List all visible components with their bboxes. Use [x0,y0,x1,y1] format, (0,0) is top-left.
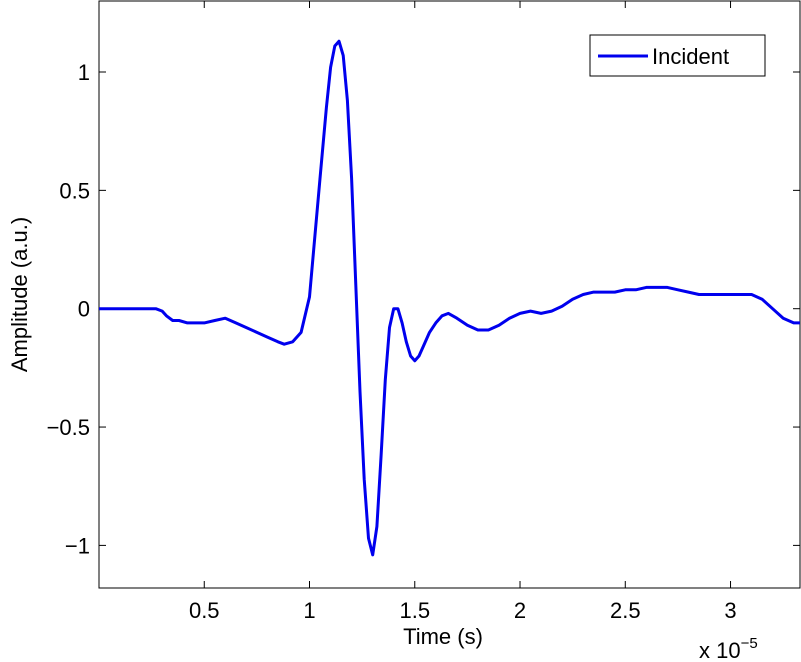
plot-area [98,0,801,589]
x-tick-label: 0.5 [189,598,220,623]
x-tick-label: 2 [514,598,526,623]
legend-label-incident: Incident [652,44,729,69]
legend: Incident [589,34,766,77]
axis-tick-labels: 0.5 1 1.5 2 2.5 3 −1 −0.5 0 0.5 1 [47,60,737,623]
x-axis-multiplier-base: x 10 [699,638,741,662]
x-tick-label: 2.5 [610,598,641,623]
y-tick-label: −0.5 [47,415,90,440]
y-tick-label: 0 [78,297,90,322]
x-tick-label: 3 [724,598,736,623]
y-tick-label: 1 [78,60,90,85]
y-tick-label: −1 [65,533,90,558]
y-tick-label: 0.5 [59,178,90,203]
series-group [99,39,800,557]
x-tick-label: 1.5 [399,598,430,623]
y-axis-label: Amplitude (a.u.) [7,217,32,372]
series-line-0 [99,39,800,557]
x-axis-multiplier: x 10−5 [699,635,758,662]
x-axis-multiplier-exponent: −5 [741,635,758,652]
axis-ticks [99,1,800,588]
x-tick-label: 1 [303,598,315,623]
x-axis-label: Time (s) [403,624,483,649]
